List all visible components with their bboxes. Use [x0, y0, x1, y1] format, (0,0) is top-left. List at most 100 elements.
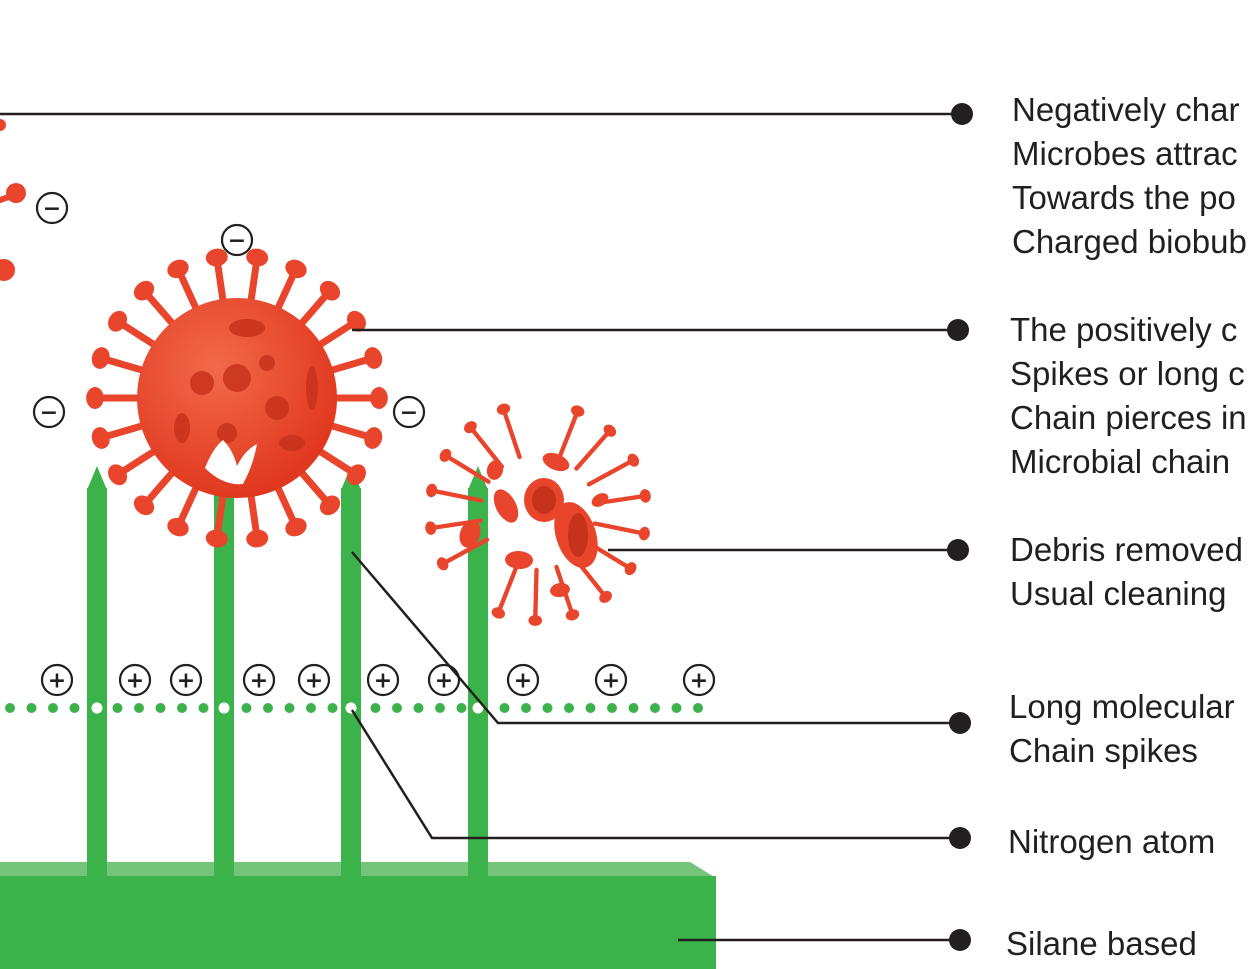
- debris-fragment: [550, 582, 570, 598]
- chain-spike: [341, 488, 361, 878]
- label-chain: Long molecular Chain spikes: [1009, 688, 1235, 769]
- layer-dot: [499, 703, 510, 713]
- endpoint-dot: [949, 712, 971, 734]
- layer-dot: [456, 703, 467, 713]
- virus-spot: [306, 366, 318, 410]
- virus-spike-head: [491, 607, 505, 619]
- silane-base: [0, 862, 716, 969]
- debris-fragment: [493, 489, 519, 523]
- label-line: Usual cleaning: [1010, 575, 1226, 612]
- layer-dot: [607, 703, 617, 713]
- virus-spike-head: [627, 453, 640, 467]
- nitrogen-atom: [91, 702, 103, 714]
- virus-spike-head: [638, 526, 650, 541]
- endpoint-dot: [947, 319, 969, 341]
- layer-dot: [671, 703, 682, 713]
- virus-spike-head: [205, 248, 228, 267]
- endpoint-dot: [947, 539, 969, 561]
- virus-spike-head: [246, 248, 269, 267]
- virus-spike: [443, 453, 491, 484]
- positive-charge-symbol-sign: +: [514, 669, 532, 694]
- leader-endpoints: [947, 103, 973, 951]
- positive-charge-symbol-sign: +: [126, 669, 144, 694]
- negative-charge-symbol: [35, 191, 69, 225]
- virus-spike-head: [246, 529, 269, 548]
- virus-spike: [501, 406, 522, 460]
- label-line: Nitrogen atom: [1008, 823, 1215, 860]
- virus-spike: [440, 537, 490, 567]
- virus-spike: [496, 563, 519, 616]
- positive-charge-symbol: [242, 663, 276, 697]
- virus-spike-head: [319, 495, 341, 516]
- positive-charge-symbol-sign: +: [374, 669, 392, 694]
- layer-dot: [69, 703, 80, 713]
- positive-charge-symbol-sign: +: [48, 669, 66, 694]
- positive-charge-symbol: [594, 663, 628, 697]
- chain-spike: [468, 488, 488, 878]
- virus-spike: [0, 259, 9, 271]
- leader-lines: [0, 112, 962, 942]
- nitrogen-atom: [472, 702, 484, 714]
- label-line: Silane based: [1006, 925, 1197, 962]
- debris-fragment: [532, 486, 556, 514]
- virus-spot: [174, 413, 190, 443]
- virus-spike-head: [91, 427, 110, 449]
- positive-charge-symbol: [40, 663, 74, 697]
- label-line: Debris removed: [1010, 531, 1243, 568]
- virus-spike-head: [370, 387, 388, 409]
- label-line: Chain spikes: [1009, 732, 1198, 769]
- virus-spike: [586, 457, 636, 487]
- label-line: Spikes or long c: [1010, 355, 1245, 392]
- positive-charge-symbol-sign: +: [602, 669, 620, 694]
- virus-spike-head: [364, 427, 383, 449]
- nitrogen-atom: [345, 702, 357, 714]
- virus-spot: [229, 319, 265, 337]
- label-nitrogen: Nitrogen atom: [1008, 823, 1215, 860]
- virus-spot: [217, 423, 237, 443]
- debris-fragment: [505, 550, 533, 570]
- virus-spike: [592, 521, 647, 536]
- virus-spot: [279, 435, 305, 451]
- virus-spike-head: [571, 405, 585, 417]
- endpoint-dot: [949, 827, 971, 849]
- virus-spike-head: [496, 403, 511, 415]
- negative-charge-symbol-sign: −: [40, 401, 58, 426]
- chain-spike: [214, 488, 234, 878]
- positive-charge-symbol: [297, 663, 331, 697]
- label-line: Microbial chain: [1010, 443, 1230, 480]
- positive-charge-symbol: [427, 663, 461, 697]
- virus-spike-head: [624, 562, 637, 576]
- positive-charge-symbol: [169, 663, 203, 697]
- positive-charge-symbol-sign: +: [177, 669, 195, 694]
- negative-charge-symbol: [392, 395, 426, 429]
- layer-dot: [155, 703, 166, 713]
- leader-chain: [351, 551, 960, 725]
- layer-dot: [585, 703, 596, 713]
- layer-dot: [628, 703, 639, 713]
- layer-dot: [542, 703, 553, 713]
- leader-nitrogen: [350, 709, 960, 840]
- layer-dot: [26, 703, 37, 713]
- positive-charge-symbol: [118, 663, 152, 697]
- layer-dot: [5, 703, 15, 713]
- layer-dot: [241, 703, 252, 713]
- negative-charge-symbol: [32, 395, 66, 429]
- positive-charge-symbol: [366, 663, 400, 697]
- layer-dot: [306, 703, 316, 713]
- label-pierce: The positively c Spikes or long c Chain …: [1010, 311, 1247, 480]
- virus-spike-head: [108, 310, 128, 332]
- virus-spike-head: [364, 347, 383, 369]
- positive-charge-symbol: [506, 663, 540, 697]
- negative-charge-symbol: [220, 223, 254, 257]
- layer-dot: [693, 703, 703, 713]
- debris-fragment: [591, 493, 609, 507]
- virus-spike-head: [346, 310, 366, 332]
- debris-fragment: [486, 460, 504, 480]
- virus-spike-head: [91, 347, 110, 369]
- virus-spike-head: [86, 387, 104, 409]
- virus-spike-head: [133, 495, 155, 516]
- label-line: Negatively char: [1012, 91, 1239, 128]
- chain-spike-tip: [87, 466, 107, 490]
- virus-spike: [468, 424, 505, 469]
